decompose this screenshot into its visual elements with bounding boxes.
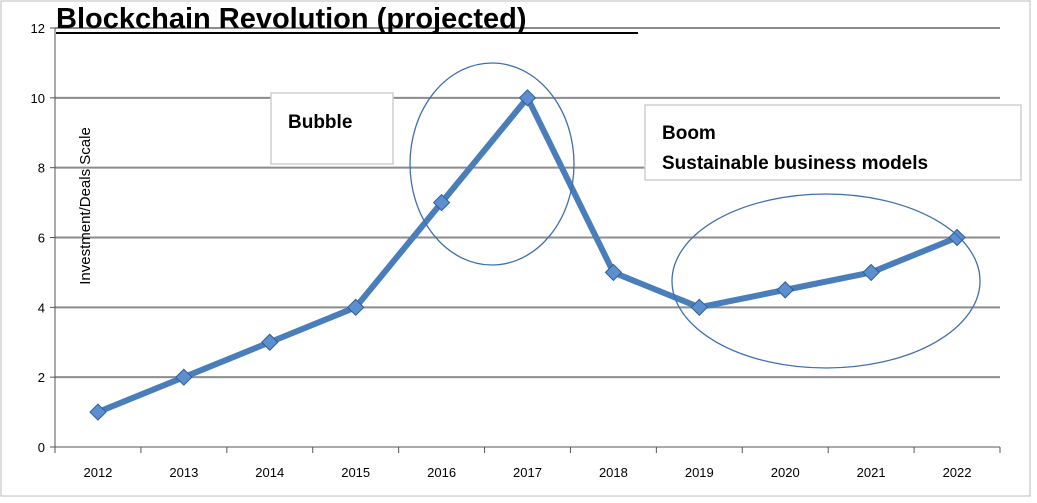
y-tick-label: 6 [38,231,45,246]
x-tick-label: 2020 [771,465,800,480]
data-point-2017 [518,89,537,107]
boom-ellipse [671,193,981,369]
series-layer [89,89,966,421]
bubble-ellipse [409,62,575,266]
y-tick-label: 10 [31,91,45,106]
boom-label-line1: Boom [662,123,716,144]
x-tick-label: 2016 [427,465,456,480]
y-tick-label: 12 [31,21,45,36]
boom-label-box [644,104,1022,181]
x-tick-label: 2018 [599,465,628,480]
y-tick-label: 4 [38,300,45,315]
bubble-label-box [270,92,394,165]
y-axis-label: Investment/Deals Scale [77,127,94,285]
x-tick-label: 2013 [169,465,198,480]
x-tick-label: 2022 [943,465,972,480]
data-point-2014 [261,333,279,351]
x-axis: 2012 2013 2014 2015 2016 2017 2018 2019 2020 2021… [54,446,1001,480]
boom-label-line2: Sustainable business models [662,153,928,174]
x-tick-label: 2015 [341,465,370,480]
y-tick-label: 8 [38,161,45,176]
data-point-2021 [862,263,880,282]
data-point-2022 [948,228,966,247]
y-tick-label: 2 [38,370,45,385]
y-tick-label: 0 [38,440,45,455]
x-tick-label: 2014 [255,465,284,480]
x-tick-label: 2017 [513,465,542,480]
x-tick-label: 2019 [685,465,714,480]
data-point-2012 [89,403,107,421]
data-point-2020 [776,281,794,299]
bubble-label: Bubble [288,112,352,133]
data-point-2016 [432,193,451,212]
data-point-2018 [604,263,623,282]
x-tick-label: 2012 [83,465,112,480]
chart-title: Blockchain Revolution (projected) [56,3,527,35]
y-axis: 0 2 4 6 8 10 12 [31,21,56,455]
data-point-2019 [690,298,709,317]
data-point-2015 [346,298,365,317]
x-tick-label: 2021 [857,465,886,480]
data-point-2013 [175,368,193,386]
